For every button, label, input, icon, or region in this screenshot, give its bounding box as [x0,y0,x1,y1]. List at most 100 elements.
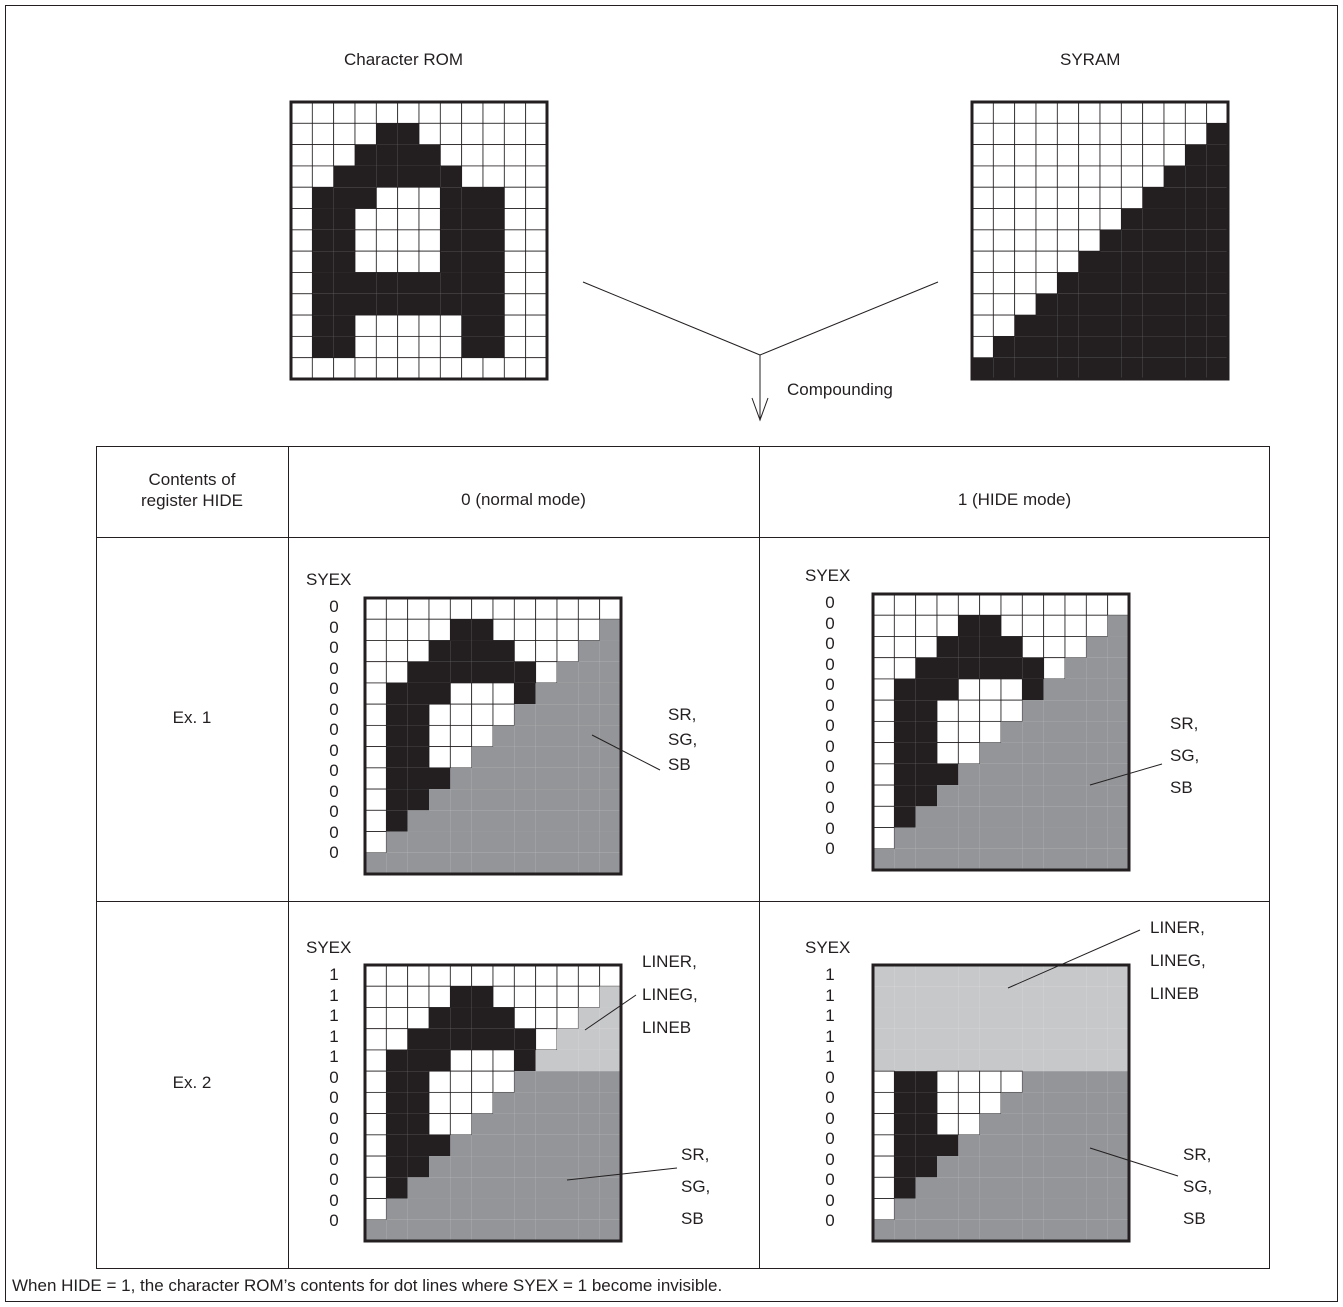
ex1-hide-grid-cell [1065,806,1087,828]
character-rom-grid-cell [503,335,527,359]
character-rom-grid-cell [290,357,313,380]
ex2-normal-grid-cell [429,1007,451,1029]
ex2-hide-grid-cell [915,1049,937,1072]
syram-grid-cell [1121,208,1143,230]
character-rom-grid-cell [290,229,313,252]
syram-grid-cell [1014,357,1036,379]
ex1-hide-grid-cell [872,742,895,765]
ex2-normal-grid-cell [471,1007,493,1029]
syram-grid-cell [1035,144,1058,167]
ex2-hide-grid-cell [979,1134,1001,1157]
ex2-hide-grid-cell [1043,1071,1065,1093]
character-rom-grid-cell [312,229,334,252]
character-rom-grid-cell [503,272,527,295]
ex1-hide-grid-cell [1086,657,1108,679]
ex2-hide-grid-cell [1107,1156,1129,1178]
ex2-hide-grid-cell [1107,1113,1129,1135]
ex1-normal-grid-cell [364,831,387,854]
syram-grid-cell [1121,272,1143,294]
ex1-normal-grid-cell [364,746,387,769]
syram-grid-cell [1206,357,1228,379]
ex1-normal-grid-cell [364,682,387,705]
character-rom-grid-cell [333,293,355,316]
character-rom-grid-cell [333,229,355,252]
ex1-hide-grid-cell [1086,721,1108,743]
ex1-normal-grid-cell [535,725,557,747]
syram-grid-cell [1142,293,1164,316]
label-liner-ex2-normal: LINER, [642,952,697,971]
ex1-hide-grid-cell [1021,614,1045,637]
ex1-hide-grid-cell [1107,806,1129,828]
syram-grid-cell [1078,336,1100,358]
ex2-hide-grid-cell [894,1134,916,1157]
ex1-normal-grid-cell [557,789,579,811]
syram-grid-cell [1206,101,1229,124]
syram-grid-cell [1185,229,1207,252]
ex1-hide-grid-cell [915,763,937,786]
syram-grid-cell [1078,293,1100,316]
character-rom-grid-cell [483,315,505,337]
ex2-normal-grid-cell [493,1007,515,1029]
ex1-hide-grid-cell [1022,657,1044,679]
ex1-normal-grid-cell [364,809,387,832]
ex1-normal-grid-cell [577,618,601,641]
syram-grid-cell [1121,315,1143,337]
ex1-normal-grid-cell [407,597,430,620]
syram-grid-cell [1163,144,1186,167]
ex2-normal-grid-cell [493,1113,515,1135]
ex1-hide-grid-cell [937,806,959,828]
syram-grid-cell [1035,208,1058,231]
ex1-normal-grid-cell [557,831,579,853]
ex2-hide-grid-cell [958,1007,980,1029]
ex2-normal-grid-cell [557,1219,579,1241]
ex2-hide-grid-cell [1107,1007,1129,1029]
ex2-normal-grid-cell [535,1007,558,1030]
ex1-normal-grid-cell [492,703,515,726]
ex2-normal-grid-cell [493,1028,515,1050]
ex2-hide-grid-cell [894,1198,916,1220]
syram-grid-cell [1142,165,1165,188]
ex1-normal-grid-cell [429,789,451,811]
ex2-hide-grid-cell [958,1028,980,1050]
ex2-hide-grid-cell [979,1177,1001,1199]
ex1-hide-grid-cell [936,699,959,722]
ex1-normal-grid-cell [386,682,408,705]
ex1-normal-grid-cell [578,661,600,683]
ex2-hide-grid-cell [1001,1134,1023,1157]
ex1-hide-grid-cell [958,848,980,870]
syram-grid-cell [1185,144,1207,166]
ex2-normal-grid-cell [364,964,387,987]
ex1-normal-grid-cell [557,661,579,683]
syram-grid-cell [1142,315,1164,337]
hide-mode-table [96,446,1270,1269]
ex2-hide-grid-cell [1022,1156,1044,1178]
ex1-normal-grid-cell [535,618,558,641]
syram-grid-cell [1014,250,1037,273]
ex2-normal-grid-cell [557,1028,579,1050]
ex1-hide-grid-cell [937,657,959,679]
character-rom-grid-cell [419,293,441,316]
ex1-hide-grid-cell [1022,721,1044,743]
character-rom-grid-cell [290,144,313,167]
ex2-normal-grid-cell [599,964,622,987]
header-normal-mode: 0 (normal mode) [461,490,586,509]
syram-grid-cell [1206,336,1228,358]
ex1-normal-grid-cell [429,682,451,705]
ex2-normal-grid-cell [513,1007,537,1030]
syex-title-ex1-normal: SYEX [306,570,352,589]
ex2-normal-grid-cell [578,1028,600,1050]
ex1-normal-grid-cell [386,767,408,790]
syram-grid-cell [1057,336,1079,358]
ex1-normal-grid-cell [493,725,515,747]
ex2-hide-grid-cell [958,1134,980,1157]
ex1-hide-grid-cell [1022,827,1044,849]
label-sr-ex1-normal: SR, [668,705,697,724]
ex1-normal-grid-cell [492,597,515,620]
ex2-hide-grid-cell [1086,1177,1108,1199]
character-rom-grid-cell [354,314,377,337]
ex1-normal-grid-cell [557,725,579,747]
character-rom-grid-cell [375,357,399,380]
ex2-hide-grid-cell [1043,1134,1065,1157]
ex1-hide-grid-cell [936,614,959,637]
